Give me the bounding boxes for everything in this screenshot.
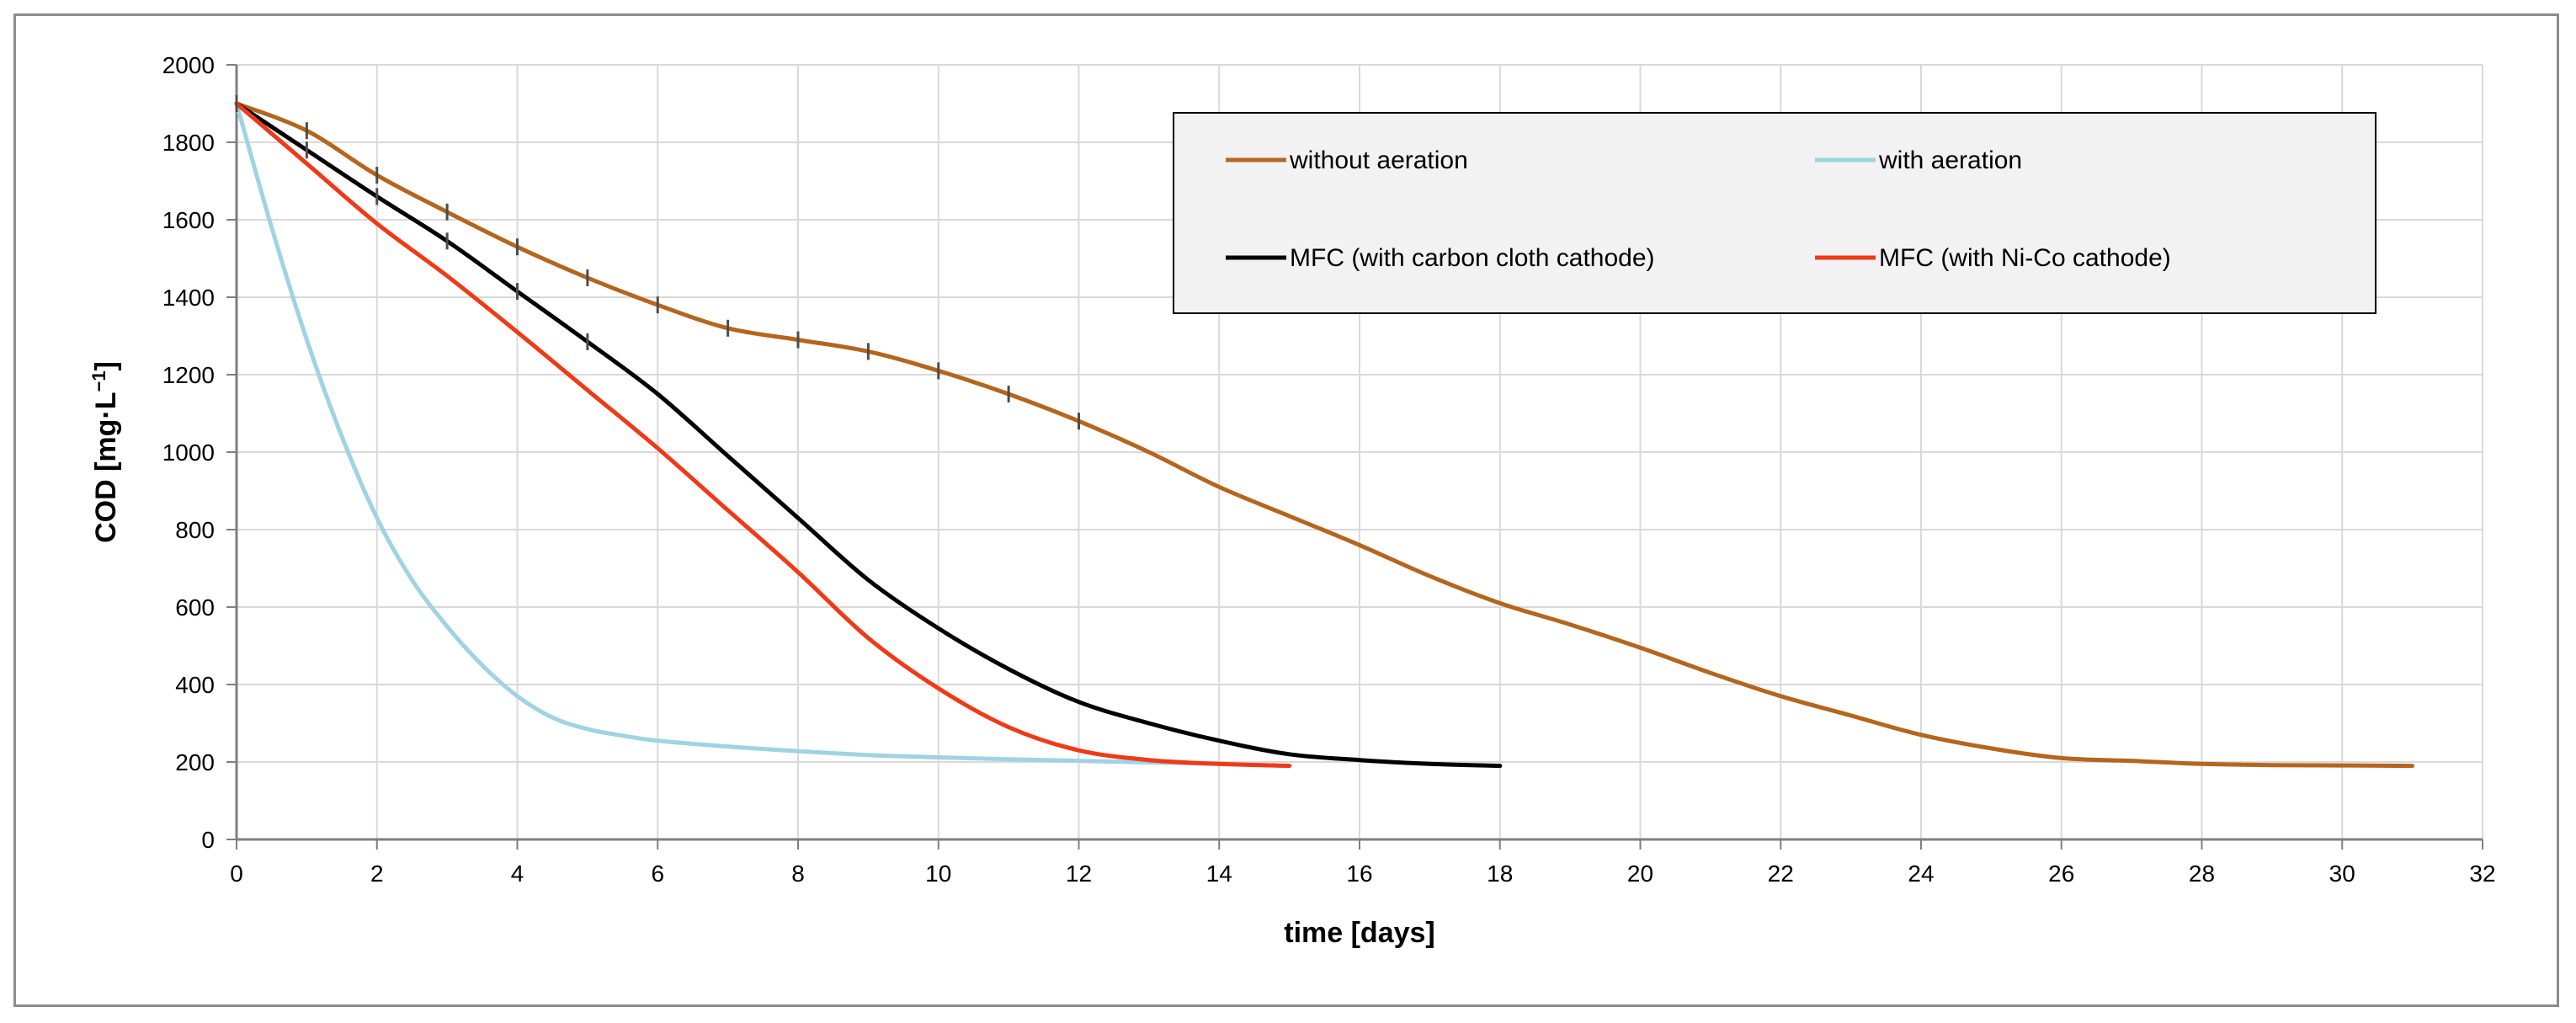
tick-labels: 0 2 4 6 8 10 12 14 16 18 20 22 24 26 28 30 3202004006008… [162, 52, 2496, 887]
y-axis-title: COD [mg·L−1] [88, 361, 122, 543]
legend-label-without-aeration: without aeration [1289, 147, 1468, 174]
y-tick-label: 1400 [162, 285, 215, 311]
y-axis-title-main: COD [mg·L [90, 392, 122, 543]
y-tick-label: 1000 [162, 440, 215, 466]
x-tick-label: 24 [1908, 860, 1934, 887]
y-tick-label: 1200 [162, 362, 215, 388]
x-tick-label: 8 [791, 860, 805, 887]
y-tick-label: 0 [201, 827, 215, 853]
y-axis-title-close: ] [90, 361, 122, 370]
legend-label-mfc-with-carbon-cloth-cathode: MFC (with carbon cloth cathode) [1290, 244, 1655, 272]
y-tick-label: 1800 [162, 130, 215, 156]
series-line-with-aeration [234, 101, 1292, 769]
x-tick-label: 30 [2329, 860, 2355, 887]
x-axis-title: time [days] [1284, 917, 1435, 949]
x-tick-label: 22 [1768, 860, 1794, 887]
chart-frame: 0 2 4 6 8 10 12 14 16 18 20 22 24 26 28 30 32 0 200 400 600 8… [13, 13, 2559, 1007]
x-tick-label: 18 [1487, 860, 1513, 887]
cod-line-chart: 0 2 4 6 8 10 12 14 16 18 20 22 24 26 28 30 3202004006008… [88, 52, 2496, 949]
series-markers [235, 95, 1080, 430]
y-tick-label: 800 [175, 517, 215, 543]
x-tick-label: 28 [2189, 860, 2215, 887]
x-tick-label: 14 [1206, 860, 1232, 887]
x-tick-label: 10 [925, 860, 951, 887]
series-line-without-aeration [234, 101, 2415, 769]
y-tick-label: 200 [175, 749, 215, 775]
legend-label-with-aeration: with aeration [1878, 147, 2022, 174]
x-tick-label: 26 [2048, 860, 2074, 887]
legend: without aeration with aeration MFC (with c… [1173, 112, 2376, 314]
x-tick-label: 6 [651, 860, 664, 887]
y-tick-label: 1600 [162, 207, 215, 233]
legend-label-mfc-with-ni-co-cathode: MFC (with Ni-Co cathode) [1879, 244, 2171, 272]
y-axis-title-superscript: −1 [88, 370, 109, 392]
x-tick-label: 0 [230, 860, 243, 887]
x-tick-label: 2 [370, 860, 384, 887]
x-tick-label: 32 [2469, 860, 2495, 887]
x-tick-label: 4 [511, 860, 524, 887]
y-tick-label: 600 [175, 594, 215, 621]
legend-box [1173, 112, 2376, 314]
series-line-mfc-with-ni-co-cathode [234, 101, 1292, 769]
axes [226, 64, 2483, 850]
x-tick-label: 20 [1627, 860, 1653, 887]
x-tick-label: 12 [1066, 860, 1092, 887]
y-tick-label: 400 [175, 672, 215, 698]
x-tick-label: 16 [1346, 860, 1372, 887]
y-tick-label: 2000 [162, 52, 215, 78]
